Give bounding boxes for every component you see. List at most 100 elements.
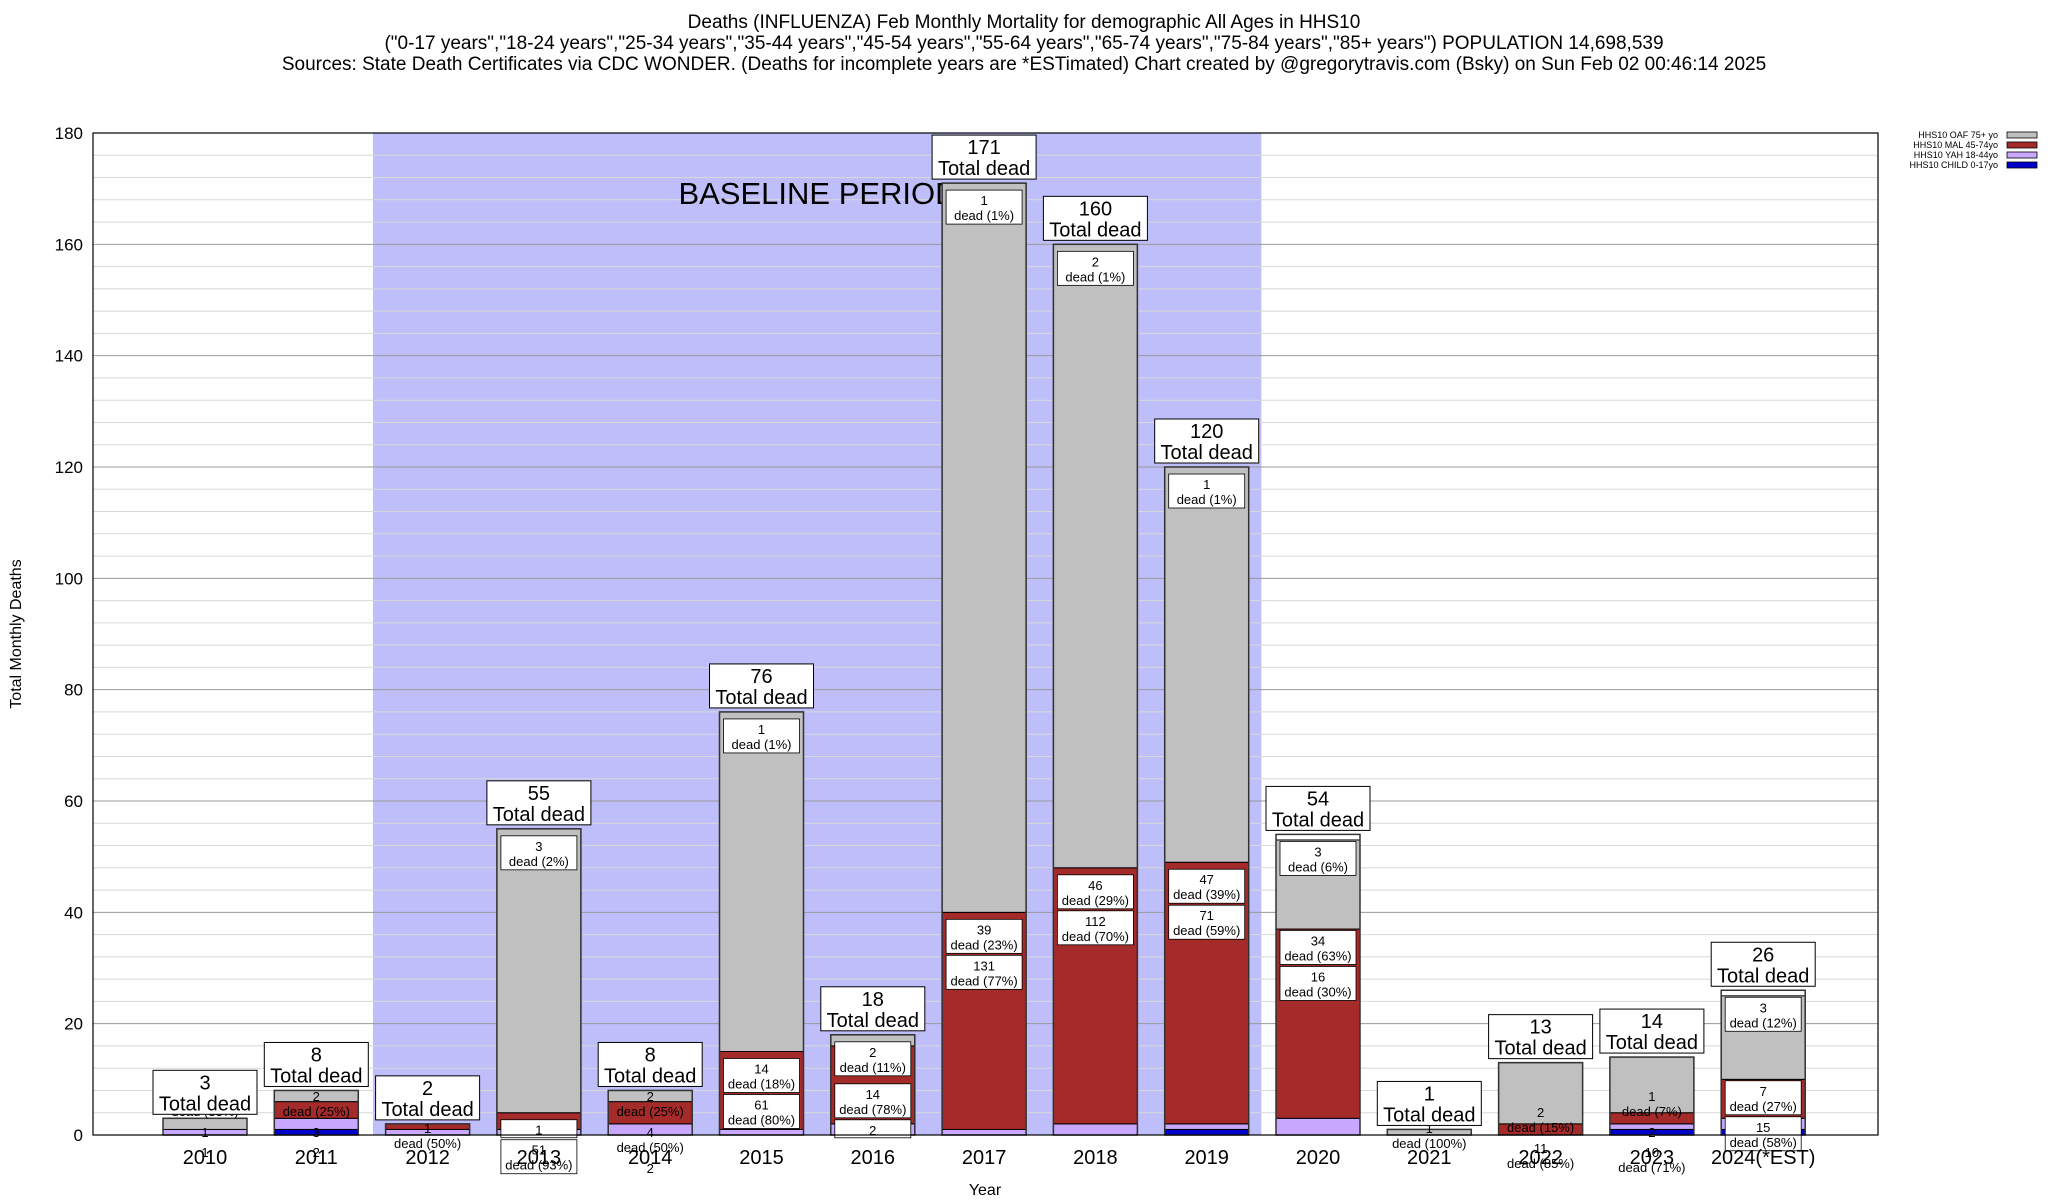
total-dead-box xyxy=(263,1041,369,1087)
x-tick-label: 2019 xyxy=(1184,1147,1229,1169)
y-tick-label: 100 xyxy=(55,569,83,588)
y-tick-label: 20 xyxy=(64,1015,83,1034)
segment-value-label: 1 xyxy=(1648,1089,1655,1104)
segment-value-label: 47 xyxy=(1199,872,1213,887)
segment-value-label: 1 xyxy=(535,1123,542,1138)
total-value-label: 2 xyxy=(422,1078,433,1100)
x-tick-label: 2015 xyxy=(739,1147,784,1169)
segment-label-box xyxy=(1168,868,1246,904)
legend-swatch xyxy=(2006,131,2038,139)
segment-label-box xyxy=(1724,996,1802,1032)
total-dead-caption: Total dead xyxy=(1383,1104,1475,1126)
total-dead-caption: Total dead xyxy=(270,1065,362,1087)
y-tick-label: 120 xyxy=(55,458,83,477)
total-value-label: 18 xyxy=(862,989,884,1011)
bar-segment-hhs10-yah-18-44yo xyxy=(1275,1117,1361,1136)
total-dead-caption: Total dead xyxy=(493,804,585,826)
total-dead-box xyxy=(375,1075,481,1121)
segment-percent-label: dead (59%) xyxy=(1173,923,1240,938)
total-value-label: 120 xyxy=(1190,421,1223,443)
x-tick-label: 2013 xyxy=(517,1147,562,1169)
x-tick-label: 2016 xyxy=(851,1147,896,1169)
segment-value-label: 2 xyxy=(647,1161,654,1176)
segment-value-label: 1 xyxy=(424,1121,431,1136)
legend-swatch xyxy=(2006,141,2038,149)
total-value-label: 160 xyxy=(1079,198,1112,220)
segment-percent-label: dead (12%) xyxy=(1730,1015,1797,1030)
total-dead-box xyxy=(486,780,592,826)
legend-swatch xyxy=(2006,151,2038,159)
segment-percent-label: dead (1%) xyxy=(1065,269,1125,284)
segment-label-box xyxy=(945,189,1023,225)
segment-value-label: 39 xyxy=(977,922,991,937)
segment-value-label: 4 xyxy=(647,1125,654,1140)
segment-label-box xyxy=(1057,250,1134,286)
segment-value-label: 1 xyxy=(201,1145,208,1160)
segment-value-label: 1 xyxy=(980,193,987,208)
total-dead-caption: Total dead xyxy=(1606,1032,1698,1054)
segment-percent-label: dead (85%) xyxy=(1507,1156,1574,1171)
x-tick-label: 2012 xyxy=(405,1147,450,1169)
y-tick-label: 0 xyxy=(74,1126,83,1145)
segment-percent-label: dead (15%) xyxy=(1507,1120,1574,1135)
segment-value-label: 71 xyxy=(1199,908,1213,923)
legend-label: HHS10 YAH 18-44yo xyxy=(1914,150,1998,160)
total-value-label: 3 xyxy=(199,1072,210,1094)
x-tick-label: 2018 xyxy=(1073,1147,1118,1169)
bar-segment-hhs10-yah-18-44yo xyxy=(1164,1123,1250,1130)
segment-label-box xyxy=(945,918,1023,954)
segment-value-label: 15 xyxy=(1756,1120,1770,1135)
segment-value-label: 61 xyxy=(754,1098,768,1113)
segment-value-label: 2 xyxy=(647,1089,654,1104)
total-value-label: 55 xyxy=(528,783,550,805)
segment-value-label: 3 xyxy=(1760,1000,1767,1015)
x-axis-label: Year xyxy=(969,1182,1002,1199)
segment-value-label: 2 xyxy=(1537,1105,1544,1120)
segment-label-box xyxy=(1279,930,1357,965)
x-tick-label: 2011 xyxy=(295,1147,338,1169)
bar-segment-hhs10-yah-18-44yo xyxy=(719,1128,804,1136)
segment-label-box xyxy=(500,1119,578,1139)
segment-percent-label: dead (23%) xyxy=(950,937,1017,952)
segment-label-box xyxy=(834,1083,912,1119)
y-tick-label: 80 xyxy=(64,681,83,700)
total-dead-caption: Total dead xyxy=(1161,442,1253,464)
segment-value-label: 11 xyxy=(1534,1141,1548,1156)
segment-percent-label: dead (1%) xyxy=(732,737,792,752)
segment-value-label: 2 xyxy=(313,1089,320,1104)
total-dead-box xyxy=(1488,1014,1594,1060)
segment-label-box xyxy=(1057,874,1134,910)
segment-value-label: 16 xyxy=(1311,969,1325,984)
chart-subtitle-demographics: ("0-17 years","18-24 years","25-34 years… xyxy=(384,33,1664,54)
total-value-label: 13 xyxy=(1529,1017,1551,1039)
plot-frame xyxy=(92,132,1879,1136)
segment-percent-label: dead (11%) xyxy=(840,1060,906,1075)
y-tick-label: 160 xyxy=(55,235,83,254)
bar-segment-hhs10-yah-18-44yo xyxy=(941,1128,1027,1136)
segment-percent-label: dead (50%) xyxy=(617,1140,684,1155)
segment-percent-label: dead (39%) xyxy=(1173,887,1240,902)
bar-segment-hhs10-oaf-75-yo xyxy=(1164,466,1250,863)
segment-percent-label: dead (6%) xyxy=(1288,859,1348,874)
segment-percent-label: dead (27%) xyxy=(1730,1099,1797,1114)
segment-value-label: 2 xyxy=(1092,254,1099,269)
segment-percent-label: dead (25%) xyxy=(617,1104,684,1119)
segment-label-box xyxy=(723,1094,800,1129)
total-dead-caption: Total dead xyxy=(715,687,807,709)
x-tick-label: 2014 xyxy=(628,1147,673,1169)
x-tick-label: 2020 xyxy=(1296,1147,1341,1169)
segment-percent-label: dead (2%) xyxy=(509,854,569,869)
segment-value-label: 14 xyxy=(754,1062,768,1077)
segment-value-label: 7 xyxy=(1760,1084,1767,1099)
segment-label-box xyxy=(1724,1080,1802,1116)
total-dead-box xyxy=(1265,785,1371,831)
chart-title: Deaths (INFLUENZA) Feb Monthly Mortality… xyxy=(687,12,1361,33)
total-value-label: 8 xyxy=(311,1044,322,1066)
total-dead-caption: Total dead xyxy=(827,1010,919,1032)
segment-value-label: 1 xyxy=(758,722,765,737)
x-tick-label: 2010 xyxy=(183,1147,228,1169)
bar-segment-hhs10-oaf-75-yo xyxy=(1052,243,1138,869)
legend-label: HHS10 MAL 45-74yo xyxy=(1913,140,1998,150)
segment-label-box xyxy=(1057,910,1134,946)
